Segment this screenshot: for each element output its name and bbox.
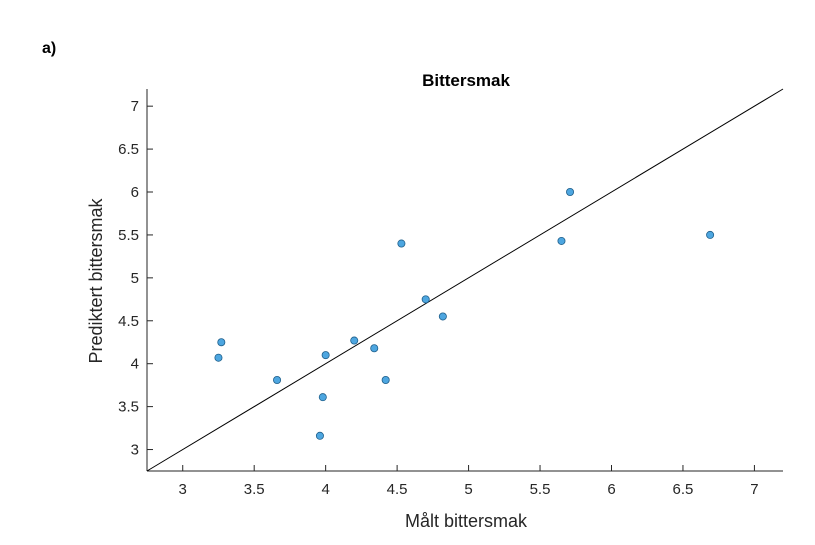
data-point bbox=[350, 336, 359, 345]
x-tick-label: 4.5 bbox=[387, 481, 408, 498]
y-axis-ticks: 3 3.5 4 4.5 5 5.5 6 6.5 7 bbox=[118, 98, 153, 459]
y-tick-label: 3 bbox=[131, 442, 139, 459]
x-tick-label: 7 bbox=[750, 481, 758, 498]
chart-title: Bittersmak bbox=[422, 71, 510, 90]
x-tick-label: 6 bbox=[607, 481, 615, 498]
y-tick-label: 5 bbox=[131, 270, 139, 287]
x-tick-label: 4 bbox=[321, 481, 329, 498]
plot-area bbox=[146, 88, 784, 472]
data-point bbox=[217, 338, 226, 347]
y-tick-label: 7 bbox=[131, 98, 139, 115]
y-tick-label: 6.5 bbox=[118, 141, 139, 158]
data-point bbox=[370, 344, 379, 353]
y-tick-label: 4.5 bbox=[118, 313, 139, 330]
x-tick-label: 3.5 bbox=[244, 481, 265, 498]
data-point bbox=[557, 236, 566, 245]
data-point bbox=[273, 376, 282, 385]
data-point bbox=[566, 188, 575, 197]
data-point bbox=[421, 295, 430, 304]
y-tick-label: 6 bbox=[131, 184, 139, 201]
data-point bbox=[438, 312, 447, 321]
x-tick-label: 6.5 bbox=[673, 481, 694, 498]
y-axis-title: Prediktert bittersmak bbox=[86, 197, 106, 363]
data-point bbox=[397, 239, 406, 248]
data-point bbox=[318, 393, 327, 402]
y-tick-label: 4 bbox=[131, 356, 139, 373]
x-axis-title: Målt bittersmak bbox=[405, 511, 528, 531]
data-point bbox=[706, 230, 715, 239]
data-point bbox=[214, 353, 223, 362]
reference-line bbox=[146, 88, 784, 472]
data-point bbox=[321, 351, 330, 360]
x-tick-label: 5 bbox=[464, 481, 472, 498]
x-axis-ticks: 3 3.5 4 4.5 5 5.5 6 6.5 7 bbox=[179, 465, 759, 498]
data-point bbox=[381, 376, 390, 385]
y-tick-label: 3.5 bbox=[118, 399, 139, 416]
x-tick-label: 5.5 bbox=[530, 481, 551, 498]
data-point bbox=[315, 431, 324, 440]
panel-label: a) bbox=[42, 40, 57, 57]
y-tick-label: 5.5 bbox=[118, 227, 139, 244]
x-tick-label: 3 bbox=[179, 481, 187, 498]
